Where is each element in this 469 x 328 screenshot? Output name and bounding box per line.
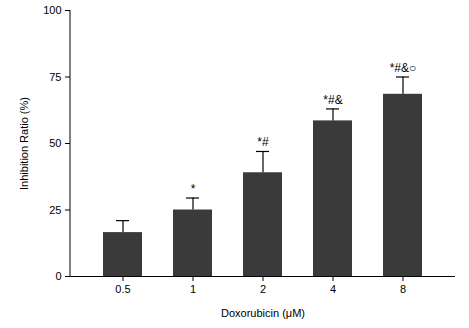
svg-text:*: * — [191, 182, 196, 196]
svg-text:0: 0 — [55, 270, 61, 282]
svg-text:1: 1 — [190, 283, 196, 295]
svg-text:2: 2 — [260, 283, 266, 295]
svg-text:Inhibition Ratio (%): Inhibition Ratio (%) — [18, 97, 30, 190]
svg-text:50: 50 — [49, 137, 61, 149]
svg-text:25: 25 — [49, 204, 61, 216]
svg-text:8: 8 — [400, 283, 406, 295]
svg-text:100: 100 — [43, 4, 61, 16]
svg-text:*#: *# — [257, 135, 269, 149]
svg-text:75: 75 — [49, 71, 61, 83]
svg-text:0.5: 0.5 — [115, 283, 130, 295]
svg-text:Doxorubicin (μM): Doxorubicin (μM) — [221, 307, 305, 319]
svg-text:*#&○: *#&○ — [390, 61, 417, 75]
svg-text:*#&: *#& — [323, 93, 342, 107]
svg-text:4: 4 — [330, 283, 336, 295]
